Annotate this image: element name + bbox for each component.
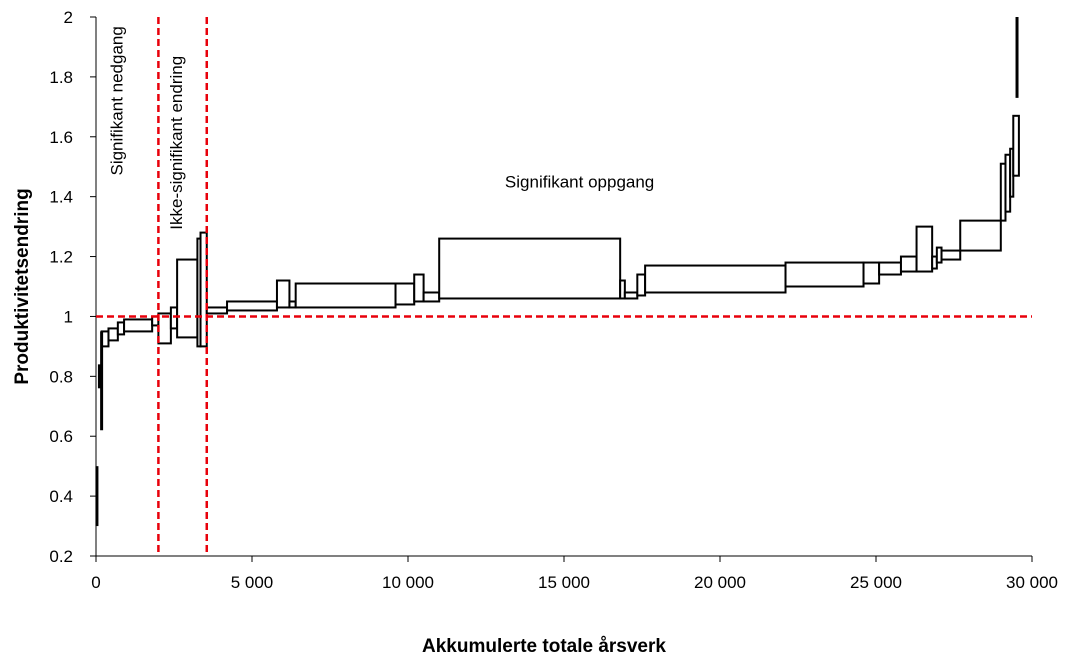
region-label-0: Signifikant nedgang	[108, 26, 127, 175]
ticks: 0 5 000 10 000 15 000 20 000 25 000 30 000 0.2 0…	[49, 8, 1058, 592]
data-box-24	[862, 261, 881, 285]
data-box-5	[157, 312, 172, 345]
region-label-1: Ikke-signifikant endring	[167, 56, 186, 230]
x-tick-label: 25 000	[850, 573, 902, 592]
data-box-26	[899, 255, 918, 273]
y-tick-label: 1.6	[49, 128, 73, 147]
data-box-19	[619, 279, 626, 300]
data-box-35	[1012, 114, 1020, 177]
x-axis-title: Akkumulerte totale årsverk	[422, 636, 666, 657]
y-tick-label: 1	[64, 307, 73, 326]
data-box-22	[644, 264, 787, 294]
region-labels: Signifikant nedgang Ikke-signifikant endr…	[108, 26, 655, 230]
data-box-14	[294, 282, 397, 309]
y-tick-label: 1.8	[49, 68, 73, 87]
data-box-9	[199, 231, 208, 348]
x-tick-label: 15 000	[538, 573, 590, 592]
data-box-15	[394, 282, 416, 306]
data-box-12	[275, 279, 291, 309]
y-tick-label: 0.6	[49, 427, 73, 446]
data-box-27	[915, 225, 934, 273]
data-box-18	[438, 237, 622, 300]
x-tick-label: 10 000	[382, 573, 434, 592]
data-box-31	[959, 219, 1002, 252]
x-tick-label: 20 000	[694, 573, 746, 592]
data-box-25	[878, 261, 902, 276]
x-tick-label: 5 000	[231, 573, 274, 592]
x-tick-label: 30 000	[1006, 573, 1058, 592]
data-box-21	[636, 273, 647, 297]
data-boxes	[95, 17, 1020, 527]
data-box-3	[123, 318, 154, 333]
data-box-16	[413, 273, 425, 303]
reference-lines	[96, 17, 1032, 556]
y-tick-label: 1.2	[49, 248, 73, 267]
data-box-17	[422, 291, 441, 303]
data-box-7	[176, 258, 199, 339]
y-tick-label: 0.4	[49, 487, 73, 506]
y-axis-title: Produktivitetsendring	[12, 188, 33, 384]
y-tick-label: 0.8	[49, 367, 73, 386]
data-box-20	[623, 291, 639, 300]
data-box-30	[940, 249, 962, 261]
data-box-1	[107, 327, 119, 342]
x-tick-label: 0	[91, 573, 100, 592]
data-box-10	[205, 306, 229, 315]
data-box-11	[226, 300, 278, 312]
y-tick-label: 2	[64, 8, 73, 27]
y-tick-label: 0.2	[49, 547, 73, 566]
region-label-2: Signifikant oppgang	[505, 173, 654, 192]
y-tick-label: 1.4	[49, 188, 73, 207]
data-box-23	[784, 261, 865, 288]
